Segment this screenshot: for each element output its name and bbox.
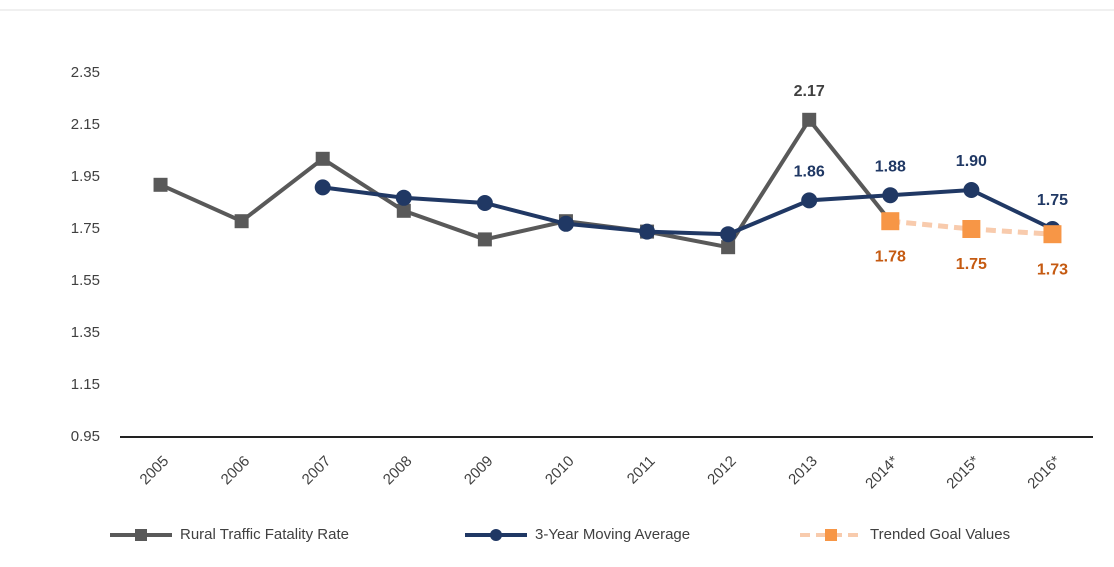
point	[234, 214, 249, 229]
y-tick-label: 2.15	[71, 116, 100, 133]
point	[314, 179, 331, 196]
y-tick-label: 0.95	[71, 428, 100, 445]
point	[476, 195, 493, 211]
x-tick-label: 2016*	[1024, 453, 1064, 493]
legend-label: Rural Traffic Fatality Rate	[180, 526, 349, 543]
point	[1043, 225, 1062, 244]
x-tick-label: 2013	[785, 453, 821, 489]
point	[396, 203, 411, 218]
point	[720, 226, 737, 243]
data-label: 1.73	[1037, 261, 1068, 278]
legend-marker	[825, 529, 837, 541]
x-tick-label: 2010	[542, 453, 578, 489]
point	[477, 232, 492, 247]
x-tick-label: 2015*	[943, 453, 983, 493]
series-line	[322, 185, 1054, 237]
legend-label: Trended Goal Values	[870, 526, 1010, 543]
point	[962, 220, 981, 238]
y-tick-label: 2.35	[71, 64, 100, 81]
y-tick-label: 1.55	[71, 272, 100, 289]
legend-label: 3-Year Moving Average	[535, 526, 690, 543]
data-label: 1.75	[956, 256, 987, 273]
y-tick-label: 1.15	[71, 376, 100, 393]
x-tick-label: 2007	[299, 453, 335, 489]
x-tick-label: 2011	[624, 453, 659, 488]
point	[881, 212, 900, 231]
point	[395, 189, 412, 206]
data-label: 1.90	[956, 153, 987, 170]
point	[802, 112, 817, 127]
y-tick-label: 1.35	[71, 324, 100, 341]
point	[801, 192, 818, 209]
point	[153, 177, 168, 192]
legend-marker	[135, 529, 147, 541]
point	[315, 151, 330, 166]
data-label: 1.86	[794, 164, 825, 181]
x-tick-label: 2006	[218, 453, 254, 489]
legend-marker	[490, 529, 502, 541]
data-label: 2.17	[794, 83, 825, 100]
x-tick-label: 2014*	[862, 453, 902, 493]
data-label: 1.88	[875, 158, 906, 175]
y-tick-label: 1.75	[71, 220, 100, 237]
x-tick-label: 2009	[461, 453, 497, 489]
point	[963, 182, 980, 198]
point	[639, 223, 656, 240]
y-tick-label: 1.95	[71, 168, 100, 185]
point	[557, 215, 574, 232]
data-label: 1.75	[1037, 192, 1068, 209]
x-tick-label: 2012	[704, 453, 740, 489]
x-tick-label: 2008	[380, 453, 416, 489]
data-label: 1.78	[875, 248, 906, 265]
point	[882, 187, 899, 204]
x-tick-label: 2005	[137, 453, 173, 489]
series-line	[159, 116, 892, 250]
point	[721, 240, 736, 255]
